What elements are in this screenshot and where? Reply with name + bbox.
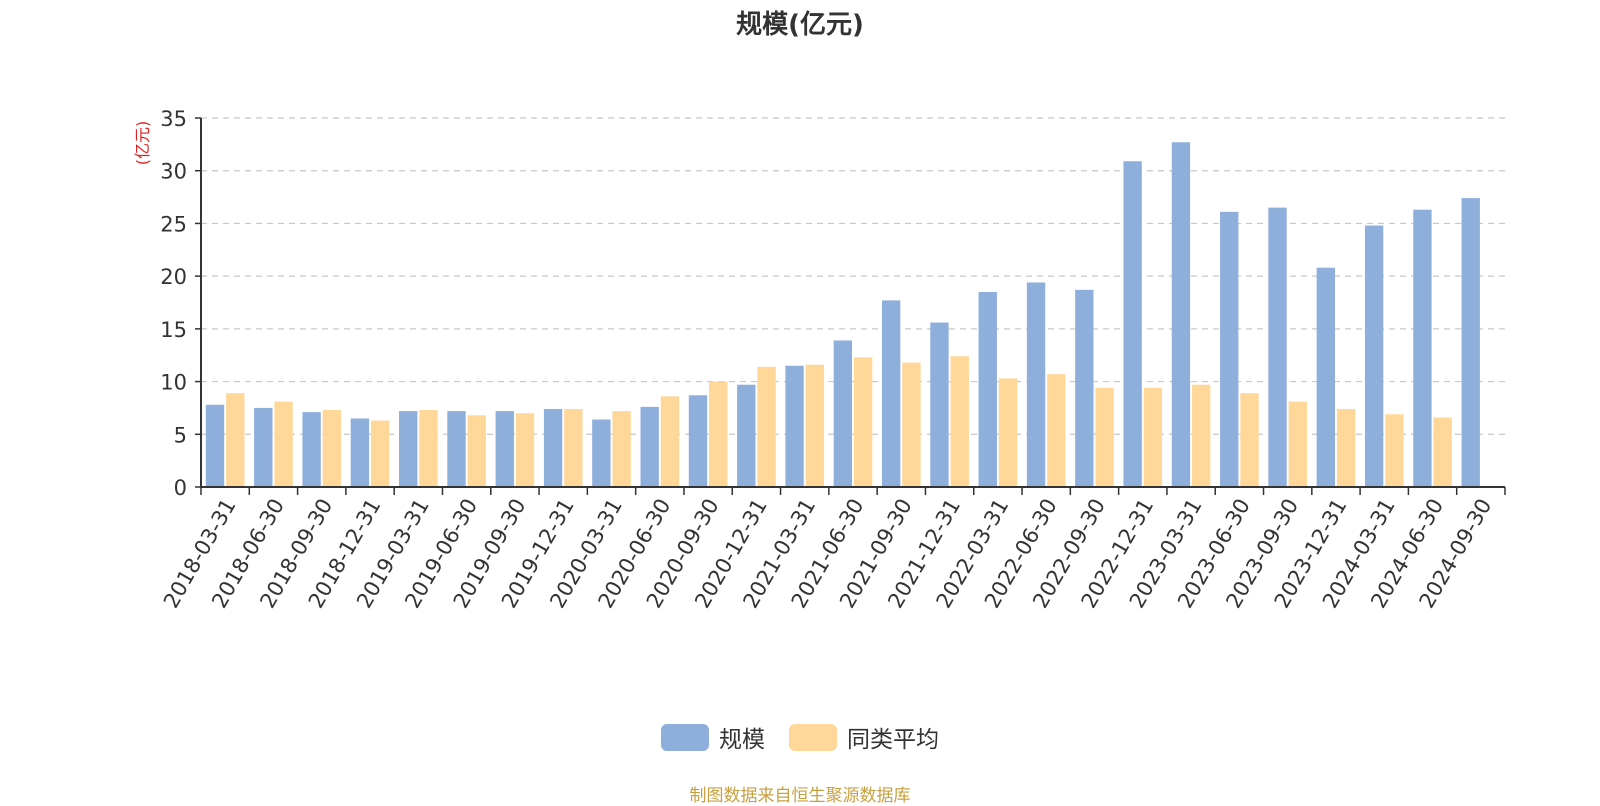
bar-scale-2023-06-30[interactable] <box>1220 211 1239 487</box>
bar-peer-average-2021-06-30[interactable] <box>853 357 873 487</box>
bar-peer-average-2018-09-30[interactable] <box>322 410 342 487</box>
bar-scale-2024-06-30[interactable] <box>1413 209 1432 488</box>
bar-scale-2020-03-31[interactable] <box>592 419 611 487</box>
bar-scale-2024-03-31[interactable] <box>1364 225 1384 487</box>
bar-scale-2023-12-31[interactable] <box>1316 267 1335 487</box>
bar-peer-average-2021-12-31[interactable] <box>950 356 969 487</box>
bar-peer-average-2019-09-30[interactable] <box>515 413 535 487</box>
bar-peer-average-2019-12-31[interactable] <box>564 408 583 487</box>
bar-peer-average-2020-06-30[interactable] <box>660 396 680 487</box>
y-tick-label: 0 <box>174 476 187 500</box>
legend-swatch-series-0 <box>661 723 709 751</box>
bar-scale-2018-09-30[interactable] <box>302 412 321 487</box>
bar-scale-2020-09-30[interactable] <box>688 395 708 487</box>
bar-scale-2019-03-31[interactable] <box>399 411 418 487</box>
bar-scale-2021-06-30[interactable] <box>833 340 853 487</box>
bar-peer-average-2023-09-30[interactable] <box>1288 401 1307 487</box>
bar-peer-average-2020-09-30[interactable] <box>709 381 728 487</box>
bar-scale-2020-12-31[interactable] <box>737 384 756 487</box>
bar-peer-average-2022-09-30[interactable] <box>1095 387 1114 487</box>
bar-peer-average-2022-06-30[interactable] <box>1047 374 1066 487</box>
bar-peer-average-2020-03-31[interactable] <box>612 411 631 487</box>
bar-peer-average-2022-03-31[interactable] <box>998 378 1018 487</box>
y-tick-label: 5 <box>174 423 187 447</box>
bar-peer-average-2023-03-31[interactable] <box>1192 384 1211 487</box>
bar-scale-2021-09-30[interactable] <box>881 300 901 487</box>
bar-scale-2022-06-30[interactable] <box>1026 282 1046 487</box>
chart-title: 规模(亿元) <box>736 10 864 40</box>
bar-peer-average-2018-03-31[interactable] <box>226 393 245 487</box>
bar-scale-2022-12-31[interactable] <box>1123 161 1142 487</box>
legend-label-series-0: 规模 <box>719 727 765 753</box>
bar-scale-2019-06-30[interactable] <box>447 411 466 487</box>
bar-peer-average-2018-12-31[interactable] <box>371 420 390 487</box>
bar-scale-2018-06-30[interactable] <box>254 407 273 487</box>
bar-peer-average-2019-03-31[interactable] <box>419 410 438 487</box>
legend-item-series-0[interactable]: 规模 <box>661 720 765 754</box>
source-note: 制图数据来自恒生聚源数据库 <box>689 786 911 806</box>
y-tick-label: 30 <box>160 160 187 184</box>
bar-peer-average-2021-09-30[interactable] <box>902 362 921 487</box>
legend-item-series-1[interactable]: 同类平均 <box>789 720 939 754</box>
bar-peer-average-2024-06-30[interactable] <box>1433 417 1452 487</box>
bar-scale-2018-12-31[interactable] <box>350 418 370 487</box>
bar-scale-2018-03-31[interactable] <box>205 404 225 487</box>
y-tick-label: 35 <box>160 107 187 131</box>
bar-scale-2020-06-30[interactable] <box>640 406 659 487</box>
bar-peer-average-2024-03-31[interactable] <box>1385 414 1404 487</box>
bar-scale-2024-09-30[interactable] <box>1461 198 1480 487</box>
y-tick-label: 25 <box>160 212 187 236</box>
legend-label-series-1: 同类平均 <box>847 727 939 753</box>
y-tick-label: 10 <box>160 371 187 395</box>
bar-scale-2021-12-31[interactable] <box>930 322 949 487</box>
bar-peer-average-2023-12-31[interactable] <box>1336 408 1356 487</box>
y-axis-label: (亿元) <box>133 121 152 166</box>
bar-scale-2022-09-30[interactable] <box>1075 289 1094 487</box>
y-tick-label: 15 <box>160 318 187 342</box>
y-tick-label: 20 <box>160 265 187 289</box>
bar-scale-2023-09-30[interactable] <box>1268 207 1287 487</box>
bar-scale-2022-03-31[interactable] <box>978 291 997 487</box>
bar-peer-average-2019-06-30[interactable] <box>467 415 486 487</box>
bar-scale-2019-09-30[interactable] <box>495 411 514 487</box>
bar-peer-average-2018-06-30[interactable] <box>274 401 293 487</box>
bar-peer-average-2020-12-31[interactable] <box>757 366 776 487</box>
bar-peer-average-2021-03-31[interactable] <box>805 364 825 487</box>
bar-scale-2019-12-31[interactable] <box>543 408 563 487</box>
bar-peer-average-2023-06-30[interactable] <box>1240 393 1259 487</box>
bar-peer-average-2022-12-31[interactable] <box>1143 387 1163 487</box>
chart-legend: 规模 同类平均 <box>0 720 1600 754</box>
legend-swatch-series-1 <box>789 723 837 751</box>
bar-scale-2021-03-31[interactable] <box>785 365 804 487</box>
bar-scale-2023-03-31[interactable] <box>1171 142 1191 487</box>
